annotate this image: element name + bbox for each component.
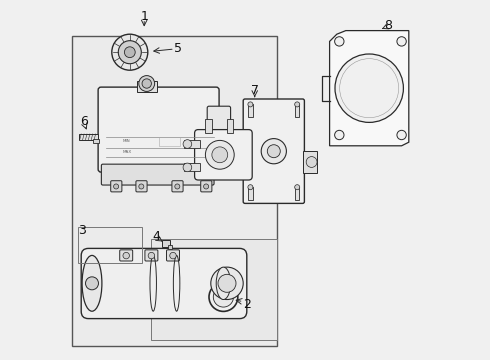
- Circle shape: [148, 252, 155, 259]
- Circle shape: [248, 102, 253, 107]
- Circle shape: [139, 76, 155, 91]
- Circle shape: [294, 102, 300, 107]
- Circle shape: [213, 287, 233, 307]
- Bar: [295, 187, 299, 200]
- FancyBboxPatch shape: [201, 181, 212, 192]
- FancyBboxPatch shape: [98, 87, 219, 172]
- Circle shape: [397, 130, 406, 140]
- Circle shape: [142, 79, 151, 88]
- Bar: [151, 239, 277, 340]
- Circle shape: [209, 283, 238, 311]
- Text: 2: 2: [243, 298, 251, 311]
- Ellipse shape: [216, 267, 231, 300]
- Circle shape: [218, 274, 236, 292]
- Text: 1: 1: [140, 10, 148, 23]
- Bar: [77, 227, 143, 263]
- Text: 7: 7: [251, 84, 259, 97]
- Circle shape: [211, 267, 243, 300]
- FancyBboxPatch shape: [101, 164, 214, 185]
- Text: MAX: MAX: [122, 150, 132, 154]
- Circle shape: [175, 184, 180, 189]
- Circle shape: [204, 184, 209, 189]
- Circle shape: [123, 252, 129, 259]
- Circle shape: [183, 163, 192, 172]
- Bar: [248, 104, 252, 117]
- Text: 5: 5: [174, 42, 182, 55]
- Circle shape: [248, 185, 253, 190]
- Bar: [205, 119, 212, 133]
- Circle shape: [294, 185, 300, 190]
- Bar: [137, 81, 157, 92]
- FancyBboxPatch shape: [136, 181, 147, 192]
- FancyBboxPatch shape: [195, 130, 252, 180]
- Bar: [72, 36, 277, 346]
- Bar: [159, 137, 180, 146]
- Circle shape: [170, 252, 176, 259]
- Circle shape: [124, 47, 135, 58]
- Bar: [303, 151, 317, 173]
- Circle shape: [86, 277, 98, 290]
- Circle shape: [306, 157, 317, 167]
- Text: MIN: MIN: [122, 139, 130, 143]
- Bar: [248, 187, 252, 200]
- Bar: [93, 139, 99, 143]
- Bar: [162, 240, 170, 247]
- Circle shape: [139, 184, 144, 189]
- Text: 8: 8: [384, 19, 392, 32]
- FancyBboxPatch shape: [167, 250, 179, 261]
- FancyBboxPatch shape: [145, 250, 158, 261]
- Bar: [227, 119, 233, 133]
- Text: 4: 4: [152, 230, 160, 243]
- Circle shape: [397, 37, 406, 46]
- Ellipse shape: [82, 256, 102, 311]
- Circle shape: [183, 140, 192, 148]
- FancyBboxPatch shape: [81, 248, 247, 319]
- Circle shape: [114, 184, 119, 189]
- Circle shape: [340, 59, 399, 118]
- Circle shape: [118, 41, 141, 64]
- FancyBboxPatch shape: [172, 181, 183, 192]
- Text: 3: 3: [78, 224, 86, 237]
- Bar: [168, 245, 172, 249]
- Bar: [184, 163, 200, 171]
- Circle shape: [335, 130, 344, 140]
- Circle shape: [335, 54, 403, 122]
- Circle shape: [112, 34, 148, 70]
- FancyBboxPatch shape: [111, 181, 122, 192]
- Bar: [184, 140, 200, 148]
- Polygon shape: [330, 31, 409, 146]
- FancyBboxPatch shape: [120, 250, 133, 261]
- Circle shape: [335, 37, 344, 46]
- FancyBboxPatch shape: [243, 99, 304, 203]
- Bar: [79, 134, 98, 140]
- Text: 6: 6: [80, 115, 88, 128]
- Bar: [295, 104, 299, 117]
- Circle shape: [268, 145, 280, 158]
- Circle shape: [261, 139, 286, 164]
- FancyBboxPatch shape: [207, 106, 231, 160]
- Circle shape: [212, 147, 228, 163]
- Circle shape: [205, 140, 234, 169]
